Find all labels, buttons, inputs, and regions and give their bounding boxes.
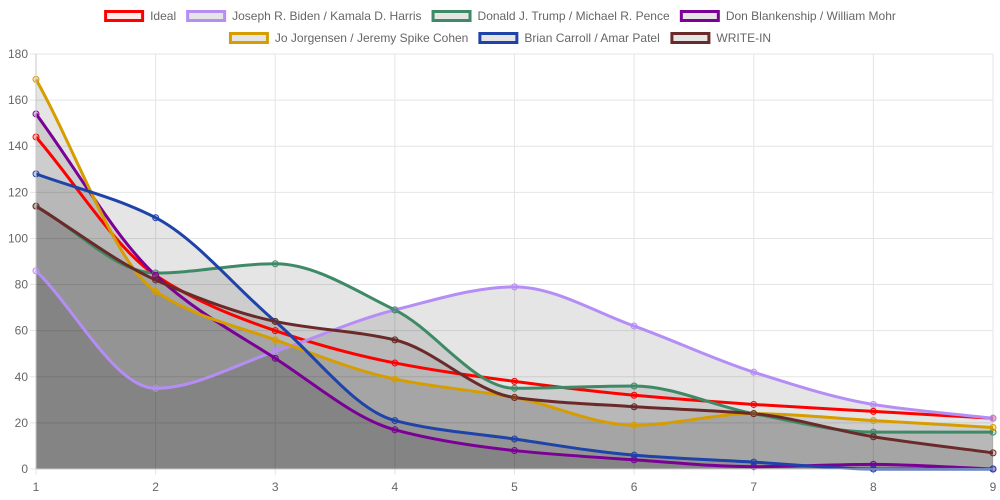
data-point-4-1[interactable] <box>152 287 160 295</box>
data-point-4-3[interactable] <box>391 375 399 383</box>
data-point-1-4[interactable] <box>511 283 518 291</box>
series-lines <box>34 78 994 471</box>
y-tick-label-1: 20 <box>15 416 29 430</box>
data-point-5-3[interactable] <box>391 417 399 425</box>
legend-item-4[interactable]: Jo Jorgensen / Jeremy Spike Cohen <box>228 31 468 45</box>
data-point-4-8[interactable] <box>989 424 997 431</box>
series-points <box>32 75 997 473</box>
legend-swatch-3 <box>679 10 720 22</box>
legend-swatch-4 <box>228 32 269 44</box>
y-tick-label-5: 100 <box>8 231 28 245</box>
x-tick-label-5: 6 <box>631 480 638 494</box>
series-line-6 <box>35 204 994 455</box>
data-point-1-1[interactable] <box>152 384 160 392</box>
data-point-1-5[interactable] <box>630 322 638 330</box>
x-tick-label-6: 7 <box>750 480 757 494</box>
series-line-4 <box>34 78 994 429</box>
series-fill-6 <box>36 206 993 469</box>
data-point-1-2[interactable] <box>271 347 279 355</box>
y-tick-label-4: 80 <box>15 278 29 292</box>
data-point-2-5[interactable] <box>630 382 638 390</box>
data-point-6-7[interactable] <box>869 433 877 441</box>
data-point-0-5[interactable] <box>630 391 638 399</box>
data-point-2-2[interactable] <box>271 260 279 268</box>
x-tick-label-2: 3 <box>272 480 279 494</box>
series-line-5 <box>35 172 993 471</box>
legend-label-4: Jo Jorgensen / Jeremy Spike Cohen <box>275 31 468 45</box>
data-point-2-1[interactable] <box>152 269 160 277</box>
series-fill-5 <box>36 173 993 469</box>
data-point-1-8[interactable] <box>989 414 997 422</box>
series-fill-4 <box>36 79 993 469</box>
x-tick-label-1: 2 <box>152 480 159 494</box>
y-tick-label-3: 60 <box>15 324 29 338</box>
legend-swatch-1 <box>186 10 227 22</box>
legend-swatch-5 <box>478 32 519 44</box>
data-point-6-8[interactable] <box>989 449 997 457</box>
x-tick-label-3: 4 <box>392 480 399 494</box>
series-fill-1 <box>36 270 993 469</box>
data-point-0-6[interactable] <box>750 400 758 408</box>
legend-item-2[interactable]: Donald J. Trump / Michael R. Pence <box>431 9 670 23</box>
data-point-3-4[interactable] <box>511 447 518 455</box>
legend-item-6[interactable]: WRITE-IN <box>670 31 771 45</box>
y-tick-label-7: 140 <box>8 139 28 153</box>
x-tick-label-7: 8 <box>870 480 877 494</box>
series-fill-3 <box>36 113 993 469</box>
data-point-6-2[interactable] <box>271 317 279 325</box>
data-point-6-1[interactable] <box>152 276 160 284</box>
data-point-0-2[interactable] <box>271 327 279 335</box>
legend-label-6: WRITE-IN <box>716 31 771 45</box>
x-tick-label-8: 9 <box>990 480 997 494</box>
y-tick-label-6: 120 <box>8 185 28 199</box>
legend-label-3: Don Blankenship / William Mohr <box>726 9 896 23</box>
data-point-0-3[interactable] <box>391 359 399 367</box>
data-point-6-3[interactable] <box>391 336 399 344</box>
legend-item-3[interactable]: Don Blankenship / William Mohr <box>679 9 896 23</box>
data-point-5-5[interactable] <box>630 451 638 459</box>
data-point-4-7[interactable] <box>869 417 877 425</box>
data-point-1-7[interactable] <box>869 400 877 408</box>
data-point-3-3[interactable] <box>391 426 399 434</box>
legend-item-5[interactable]: Brian Carroll / Amar Patel <box>478 31 660 45</box>
y-tick-label-0: 0 <box>21 462 28 476</box>
chart-axes: 0 20 40 60 80 100 120 140 160 180 1 2 3 4 5 6 7 8 9 <box>8 47 997 494</box>
legend-swatch-6 <box>670 32 711 44</box>
legend-swatch-0 <box>104 10 145 22</box>
data-point-2-3[interactable] <box>391 306 399 314</box>
y-tick-label-9: 180 <box>8 47 28 61</box>
data-point-5-6[interactable] <box>750 458 758 466</box>
legend-label-1: Joseph R. Biden / Kamala D. Harris <box>232 9 421 23</box>
series-line-0 <box>34 136 994 420</box>
data-point-3-2[interactable] <box>271 354 279 362</box>
x-tick-label-4: 5 <box>511 480 518 494</box>
legend-swatch-2 <box>431 10 472 22</box>
series-fills <box>36 79 993 469</box>
data-point-4-5[interactable] <box>630 421 638 429</box>
data-point-0-7[interactable] <box>869 407 877 415</box>
series-line-3 <box>34 113 994 471</box>
data-point-1-6[interactable] <box>750 368 758 376</box>
data-point-6-4[interactable] <box>511 394 518 402</box>
data-point-6-6[interactable] <box>750 410 758 418</box>
series-line-1 <box>34 269 994 420</box>
legend-item-0[interactable]: Ideal <box>104 9 177 23</box>
data-point-0-4[interactable] <box>511 377 518 385</box>
data-point-5-4[interactable] <box>511 435 518 443</box>
x-tick-label-0: 1 <box>33 480 40 494</box>
y-tick-label-2: 40 <box>15 370 29 384</box>
legend-label-2: Donald J. Trump / Michael R. Pence <box>478 9 670 23</box>
data-point-5-1[interactable] <box>152 214 160 222</box>
legend-label-5: Brian Carroll / Amar Patel <box>524 31 659 45</box>
data-point-2-4[interactable] <box>511 384 518 392</box>
legend-label-0: Ideal <box>150 9 176 23</box>
series-fill-2 <box>36 206 993 469</box>
data-point-6-5[interactable] <box>630 403 638 411</box>
legend-item-1[interactable]: Joseph R. Biden / Kamala D. Harris <box>186 9 422 23</box>
y-tick-label-8: 160 <box>8 93 28 107</box>
data-point-4-2[interactable] <box>271 336 279 344</box>
chart-legend[interactable]: Ideal Joseph R. Biden / Kamala D. Harris D… <box>104 9 896 45</box>
